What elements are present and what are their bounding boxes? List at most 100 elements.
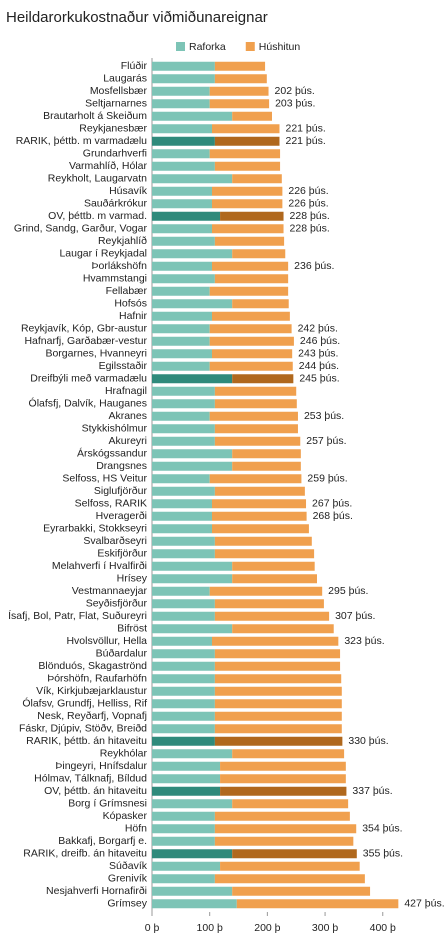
y-tick-label: Brautarholt á Skeiðum: [43, 110, 147, 122]
bar-segment: [152, 186, 212, 196]
total-label: 427 þús.: [404, 898, 444, 910]
y-tick-label: Varmahlíð, Hólar: [69, 160, 148, 172]
y-tick-label: Seltjarnarnes: [85, 98, 147, 110]
y-tick-label: Eskifjörður: [97, 548, 147, 560]
bar-segment: [152, 474, 210, 484]
bar-segment: [214, 724, 342, 734]
bar-segment: [152, 249, 233, 259]
bar-segment: [211, 224, 284, 234]
y-tick-label: Reykjavík, Kóp, Gbr-austur: [21, 323, 148, 335]
bar-segment: [152, 749, 233, 759]
y-tick-label: Grímsey: [107, 898, 147, 910]
bar-segment: [152, 349, 212, 359]
y-tick-label: Borg í Grímsnesi: [68, 798, 147, 810]
total-label: 246 þús.: [300, 335, 340, 347]
bar-segment: [152, 236, 215, 246]
bar-segment: [152, 386, 215, 396]
bar-segment: [214, 399, 297, 409]
y-tick-label: OV, þéttb. m varmad.: [48, 210, 147, 222]
bar-segment: [152, 824, 215, 834]
bar-segment: [152, 524, 212, 534]
y-tick-label: Hólmav, Tálknafj, Bíldud: [34, 773, 147, 785]
total-label: 226 þús.: [288, 185, 328, 197]
bar-segment: [152, 86, 210, 96]
bar-segment: [152, 336, 210, 346]
bar-segment: [152, 111, 233, 121]
bar-segment: [152, 724, 215, 734]
bar-segment: [209, 324, 292, 334]
bar-segment: [214, 61, 266, 71]
total-label: 323 þús.: [344, 635, 384, 647]
y-tick-label: Laugar í Reykjadal: [59, 248, 147, 260]
bar-segment: [214, 836, 354, 846]
bar-segment: [152, 636, 212, 646]
bar-segment: [211, 186, 283, 196]
bar-segment: [209, 411, 298, 421]
y-tick-label: Ólafsv, Grundfj, Helliss, Rif: [22, 697, 147, 710]
legend-swatch: [245, 42, 255, 51]
bar-segment: [220, 786, 347, 796]
y-tick-label: Árskógssandur: [77, 447, 148, 460]
bar-segment: [152, 699, 215, 709]
bar-segment: [211, 124, 280, 134]
y-tick-label: Svalbarðseyri: [83, 535, 147, 547]
bar-segment: [152, 674, 215, 684]
total-label: 221 þús.: [285, 123, 325, 135]
bar-segment: [232, 561, 315, 571]
total-label: 243 þús.: [298, 348, 338, 360]
x-tick-label: 300 þ: [312, 922, 338, 934]
y-tick-label: RARIK, dreifb. án hitaveitu: [23, 848, 147, 860]
total-label: 203 þús.: [275, 98, 315, 110]
bar-segment: [214, 536, 312, 546]
bar-segment: [152, 599, 215, 609]
bar-segment: [211, 524, 309, 534]
bar-segment: [232, 249, 286, 259]
y-tick-label: Fáskr, Djúpiv, Stöðv, Breiðd: [19, 723, 147, 735]
bar-segment: [152, 411, 210, 421]
total-label: 257 þús.: [306, 435, 346, 447]
bar-segment: [232, 849, 357, 859]
bar-segment: [152, 136, 215, 146]
y-tick-label: Reykjanesbær: [79, 123, 147, 135]
bar-segment: [214, 549, 315, 559]
bar-segment: [152, 211, 221, 221]
bar-segment: [152, 224, 212, 234]
bar-segment: [214, 611, 330, 621]
bar-segment: [232, 174, 282, 184]
bar-segment: [152, 811, 215, 821]
y-tick-label: RARIK, þéttb. m varmadælu: [16, 135, 147, 147]
y-tick-label: Reykholt, Laugarvatn: [48, 173, 147, 185]
bar-segment: [152, 61, 215, 71]
total-label: 267 þús.: [312, 498, 352, 510]
y-tick-label: Grind, Sandg, Garður, Vogar: [14, 223, 148, 235]
bar-segment: [209, 361, 293, 371]
bar-segment: [152, 736, 215, 746]
bar-segment: [152, 536, 215, 546]
y-tick-label: Þorlákshöfn: [92, 260, 148, 272]
bar-segment: [152, 774, 221, 784]
y-tick-label: Þingeyri, Hnífsdalur: [55, 760, 147, 772]
total-label: 259 þús.: [307, 473, 347, 485]
y-tick-label: Þórshöfn, Raufarhöfn: [47, 673, 147, 685]
bar-segment: [209, 86, 269, 96]
y-tick-label: Hofsós: [114, 298, 147, 310]
total-label: 295 þús.: [328, 585, 368, 597]
y-tick-label: Kópasker: [103, 810, 148, 822]
legend-label: Húshitun: [259, 41, 301, 53]
bar-segment: [232, 299, 289, 309]
bar-segment: [152, 574, 233, 584]
total-label: 244 þús.: [299, 360, 339, 372]
y-tick-label: Vík, Kirkjubæjarklaustur: [36, 685, 147, 697]
bar-segment: [214, 711, 342, 721]
bar-segment: [152, 561, 233, 571]
legend-swatch: [176, 42, 185, 51]
chart-title: Heildarorkukostnaður viðmiðunareignar: [6, 9, 268, 26]
bar-segment: [232, 799, 349, 809]
bar-segment: [211, 636, 339, 646]
total-label: 228 þús.: [290, 223, 330, 235]
y-tick-label: Selfoss, RARIK: [75, 498, 147, 510]
bar-segment: [152, 161, 215, 171]
bar-segment: [209, 336, 294, 346]
bar-segment: [152, 424, 215, 434]
